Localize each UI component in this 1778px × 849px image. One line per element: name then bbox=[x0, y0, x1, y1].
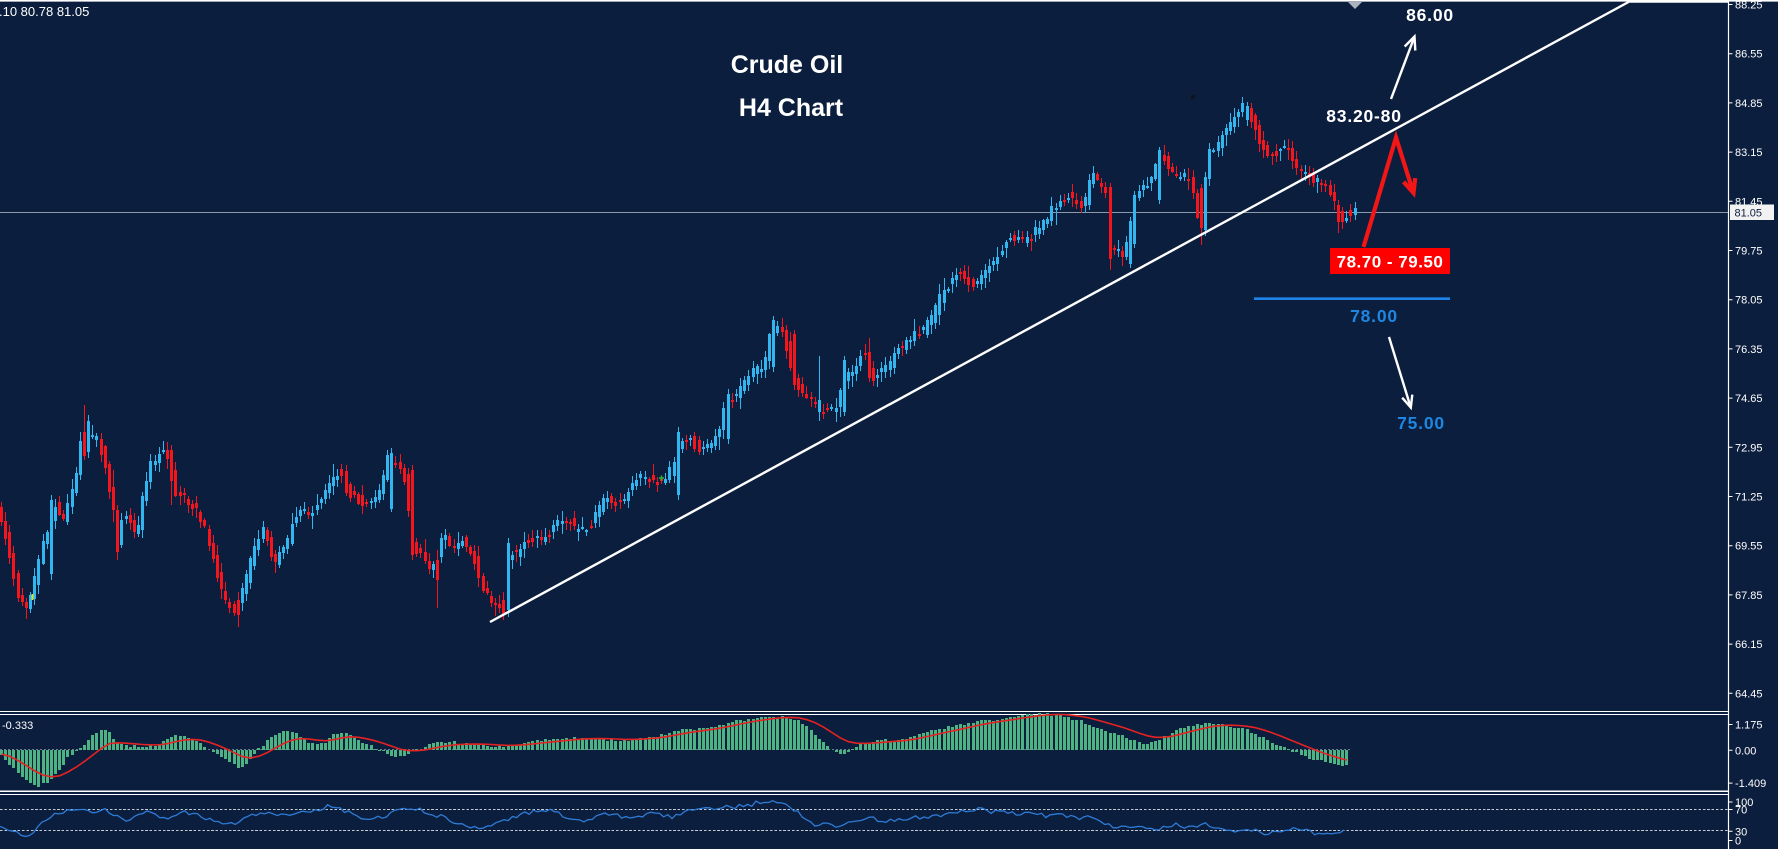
svg-text:81.05: 81.05 bbox=[1735, 208, 1763, 220]
svg-text:84.85: 84.85 bbox=[1735, 98, 1763, 110]
svg-text:67.85: 67.85 bbox=[1735, 590, 1763, 602]
svg-text:83.15: 83.15 bbox=[1735, 147, 1763, 159]
svg-text:78.05: 78.05 bbox=[1735, 295, 1763, 307]
svg-text:88.25: 88.25 bbox=[1735, 0, 1763, 12]
svg-text:66.15: 66.15 bbox=[1735, 639, 1763, 651]
svg-text:79.75: 79.75 bbox=[1735, 246, 1763, 258]
svg-text:70: 70 bbox=[1735, 805, 1747, 817]
svg-text:0.00: 0.00 bbox=[1735, 745, 1756, 757]
svg-text:1.175: 1.175 bbox=[1735, 720, 1763, 732]
svg-text:.10 80.78 81.05: .10 80.78 81.05 bbox=[0, 4, 89, 19]
svg-text:H4 Chart: H4 Chart bbox=[739, 94, 844, 122]
svg-text:0: 0 bbox=[1735, 836, 1741, 848]
svg-text:69.55: 69.55 bbox=[1735, 541, 1763, 553]
svg-text:30: 30 bbox=[1735, 826, 1747, 838]
svg-text:72.95: 72.95 bbox=[1735, 442, 1763, 454]
svg-text:86.00: 86.00 bbox=[1406, 5, 1454, 25]
svg-text:64.45: 64.45 bbox=[1735, 688, 1763, 700]
svg-text:Crude Oil: Crude Oil bbox=[731, 51, 844, 79]
svg-text:83.20-80: 83.20-80 bbox=[1326, 106, 1402, 126]
svg-text:75.00: 75.00 bbox=[1397, 413, 1445, 433]
svg-text:71.25: 71.25 bbox=[1735, 492, 1763, 504]
svg-text:78.70 - 79.50: 78.70 - 79.50 bbox=[1337, 253, 1444, 272]
svg-text:-0.333: -0.333 bbox=[2, 720, 33, 732]
svg-text:100: 100 bbox=[1735, 797, 1753, 809]
svg-text:76.35: 76.35 bbox=[1735, 344, 1763, 356]
svg-text:74.65: 74.65 bbox=[1735, 393, 1763, 405]
svg-text:-1.409: -1.409 bbox=[1735, 778, 1766, 790]
svg-text:86.55: 86.55 bbox=[1735, 49, 1763, 61]
svg-text:78.00: 78.00 bbox=[1350, 306, 1398, 326]
